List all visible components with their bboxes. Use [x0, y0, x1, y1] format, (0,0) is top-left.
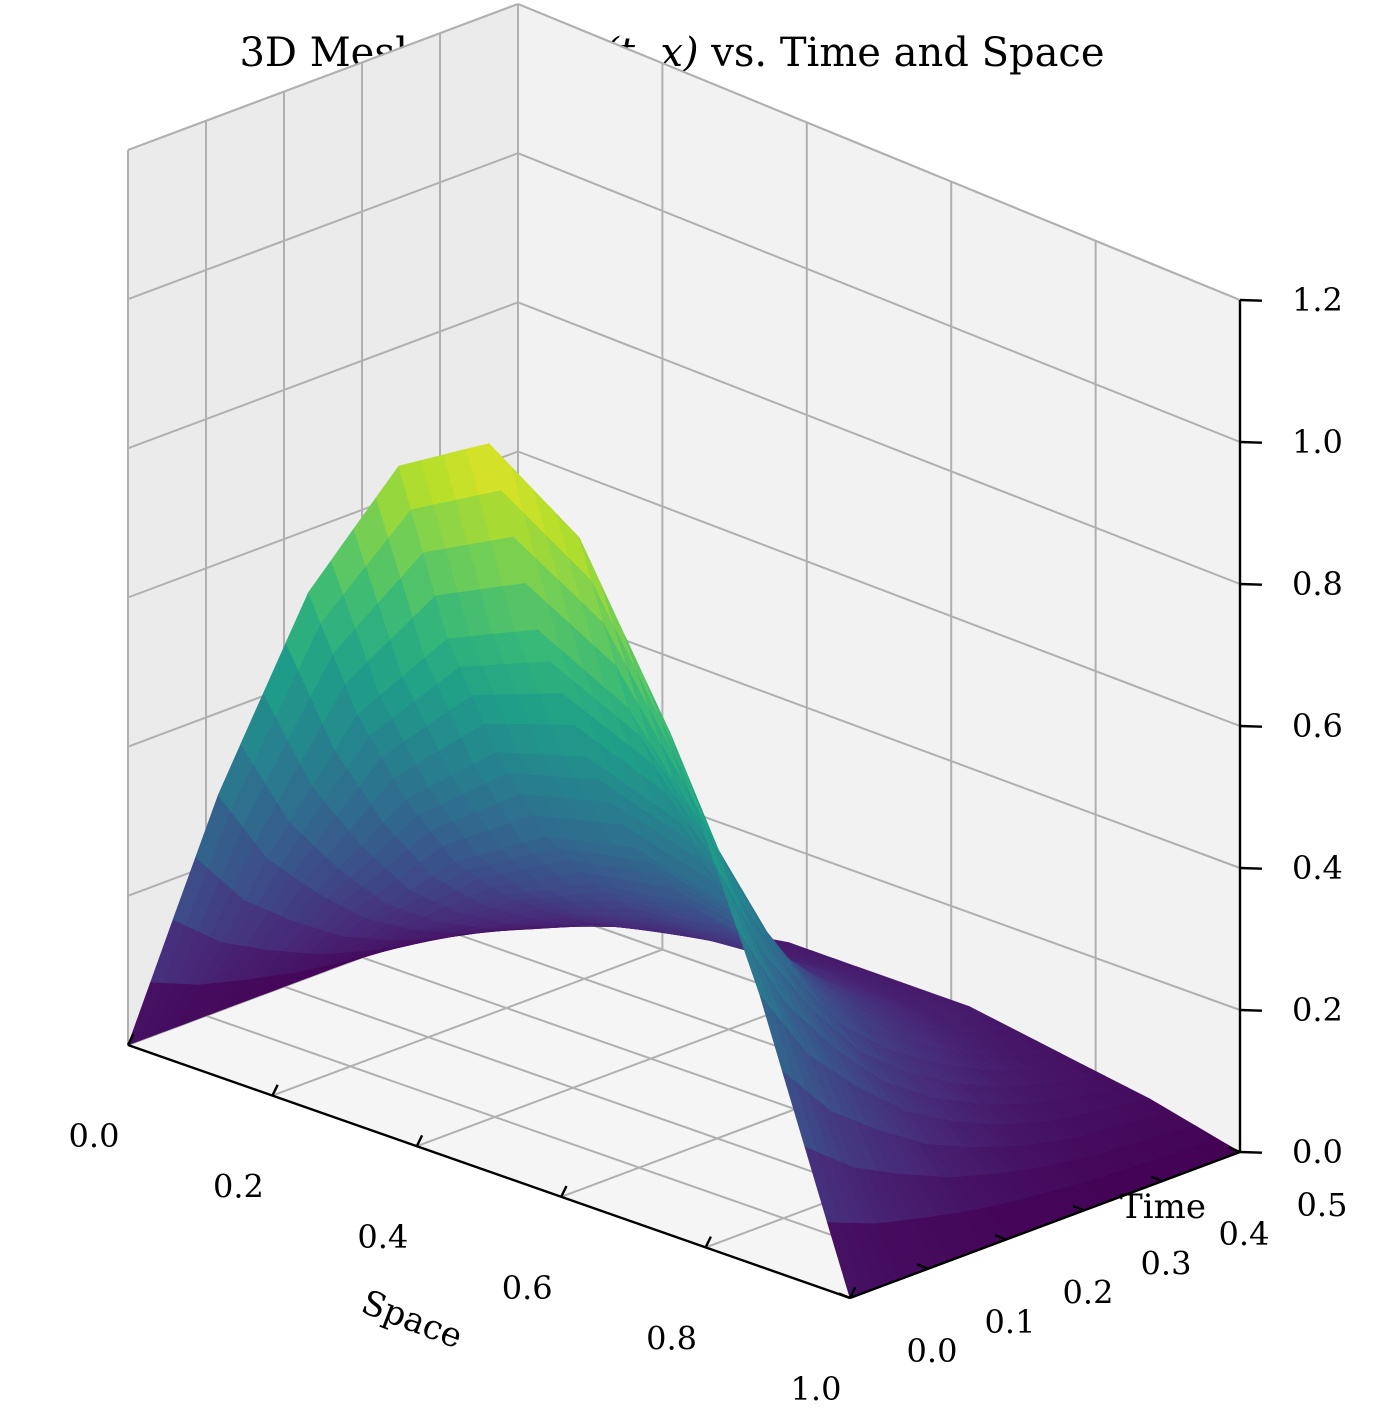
x-tick-label: 1.0 [791, 1370, 842, 1408]
z-tick-mark [1239, 1008, 1263, 1012]
y-tick-label: 0.3 [1141, 1244, 1192, 1282]
x-tick-mark [126, 1033, 135, 1046]
y-tick-mark [994, 1233, 1007, 1241]
y-tick-mark [1150, 1175, 1163, 1183]
x-tick-label: 0.4 [357, 1218, 408, 1256]
z-tick-label: 1.2 [1292, 281, 1343, 319]
y-tick-mark [916, 1263, 929, 1270]
z-tick-label: 1.0 [1292, 423, 1343, 461]
grid-line-z [517, 152, 1241, 443]
x-tick-label: 0.0 [69, 1117, 120, 1155]
z-tick-mark [1239, 582, 1263, 586]
grid-line-y [205, 1014, 929, 1270]
grid-line-z [127, 301, 519, 450]
y-tick-mark [1072, 1204, 1085, 1212]
y-tick-label: 0.4 [1219, 1215, 1270, 1253]
x-tick-label: 0.2 [213, 1168, 264, 1206]
x-tick-mark [271, 1084, 279, 1097]
grid-line-x [416, 999, 808, 1148]
x-axis-line [127, 1043, 851, 1300]
z-tick-mark [1239, 866, 1263, 870]
grid-line-z [517, 450, 1241, 727]
x-tick-label: 0.8 [646, 1319, 697, 1357]
y-tick-label: 0.0 [907, 1332, 958, 1370]
x-tick-mark [704, 1236, 712, 1248]
x-axis-label: Space [356, 1282, 468, 1357]
y-axis-label: Time [1120, 1187, 1206, 1227]
grid-line-z [517, 599, 1241, 869]
z-tick-label: 0.2 [1292, 991, 1343, 1029]
z-tick-mark [1239, 724, 1263, 728]
x-tick-mark [848, 1286, 857, 1299]
y-tick-mark [1228, 1146, 1241, 1154]
z-tick-mark [1239, 298, 1263, 302]
z-tick-label: 0.8 [1292, 565, 1343, 603]
grid-line-z [517, 301, 1241, 585]
grid-line-z [127, 3, 519, 151]
z-tick-mark [1239, 1150, 1263, 1154]
surface-mesh [127, 442, 1241, 1299]
tick-labels: 0.0 0.2 0.4 0.6 0.8 1.0 0.0 0.1 0.2 0.3 0.4 0.5 0.0 0… [69, 281, 1348, 1408]
z-tick-label: 0.0 [1292, 1133, 1343, 1171]
y-axis-line [849, 1150, 1241, 1300]
z-tick-mark [1239, 440, 1263, 444]
grid-line-x [272, 948, 663, 1097]
x-tick-mark [415, 1134, 424, 1147]
z-tick-label: 0.4 [1292, 849, 1343, 887]
z-tick-label: 0.6 [1292, 707, 1343, 745]
y-tick-label: 0.5 [1297, 1186, 1348, 1224]
axes [126, 298, 1263, 1300]
y-tick-label: 0.2 [1063, 1274, 1114, 1312]
x-tick-label: 0.6 [502, 1269, 553, 1307]
x-tick-mark [560, 1185, 568, 1198]
grid-line-z [517, 3, 1241, 301]
y-tick-label: 0.1 [985, 1303, 1036, 1341]
y-tick-mark [838, 1292, 851, 1300]
grid-line-z [127, 152, 519, 301]
